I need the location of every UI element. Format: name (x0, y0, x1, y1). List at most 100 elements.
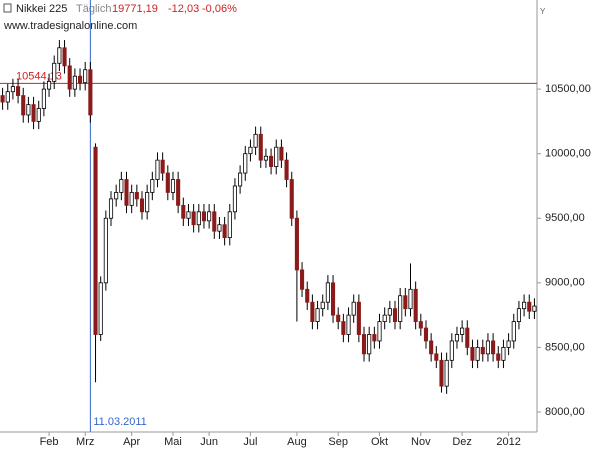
candle-body (439, 359, 444, 387)
x-tick-label: Jul (243, 436, 257, 448)
candle-body (165, 172, 170, 193)
reference-label: 10544,13 (16, 70, 62, 82)
candle-body (232, 185, 237, 213)
candle-body (238, 172, 243, 187)
candle-body (491, 340, 496, 355)
candle-body (212, 211, 217, 232)
candle-body (470, 347, 475, 361)
candle-body (465, 327, 470, 348)
x-tick-label: Okt (371, 436, 388, 448)
candle-body (248, 146, 253, 155)
candle-body (361, 334, 367, 355)
x-tick-label: Jun (200, 436, 218, 448)
candle-body (315, 308, 320, 322)
chart-title: Nikkei 225 (16, 3, 67, 15)
candle-body (52, 62, 57, 82)
candle-body (0, 95, 5, 103)
candle-body (532, 305, 537, 312)
candle-body (423, 327, 429, 342)
candle-body (83, 69, 88, 84)
candle-body (289, 179, 294, 219)
quote-change-pct: -0,06% (202, 3, 237, 15)
candle-body (485, 340, 490, 355)
quote-last: 19771,19 (112, 3, 158, 15)
x-tick-label: Aug (287, 436, 307, 448)
candle-body (170, 179, 176, 193)
candle-body (176, 179, 181, 206)
candle-body (434, 353, 439, 361)
candle-body (300, 269, 305, 290)
chart-subtitle: Täglich (76, 3, 111, 15)
candle-body (330, 282, 336, 316)
x-tick-label: Dez (452, 436, 472, 448)
candle-body (217, 224, 222, 232)
candle-body (382, 314, 387, 322)
candle-body (294, 217, 299, 271)
candle-body (351, 301, 356, 316)
candle-body (181, 204, 186, 219)
x-tick-label: Feb (40, 436, 59, 448)
x-tick-label: Mai (164, 436, 182, 448)
candle-body (336, 314, 341, 322)
candle-body (145, 192, 150, 213)
candle-body (93, 146, 98, 335)
x-tick-label: Sep (328, 436, 348, 448)
candle-body (16, 86, 21, 96)
candle-body (186, 211, 191, 219)
candle-body (253, 133, 258, 148)
candle-body (480, 347, 485, 355)
candle-body (222, 224, 227, 239)
candle-body (418, 321, 423, 329)
candle-body (320, 301, 325, 310)
candle-body (41, 88, 46, 109)
candle-body (207, 211, 212, 222)
candle-body (129, 192, 134, 206)
candle-body (150, 179, 155, 193)
candle-body (191, 211, 196, 226)
y-tick-label: 10000,00 (545, 148, 591, 160)
candle-body (408, 288, 413, 310)
candle-body (454, 334, 460, 342)
candle-body (387, 308, 392, 316)
candle-body (506, 340, 511, 348)
candle-body (67, 65, 72, 90)
candle-body (460, 327, 465, 335)
candle-body (501, 347, 506, 361)
y-tick-label: 8500,00 (545, 341, 585, 353)
candle-body (108, 198, 114, 219)
candle-body (346, 314, 351, 335)
quote-change: -12,03 (168, 3, 199, 15)
candle-body (444, 359, 449, 387)
candle-body (305, 288, 310, 303)
candle-body (527, 301, 532, 312)
candle-body (475, 347, 480, 361)
candle-body (413, 288, 418, 322)
candle-body (196, 211, 201, 226)
candle-body (31, 104, 36, 122)
candle-body (134, 192, 139, 200)
candle-body (98, 282, 103, 335)
candle-body (377, 321, 382, 342)
candle-body (367, 334, 372, 355)
candle-body (10, 86, 15, 93)
candle-body (398, 295, 403, 322)
candle-body (496, 353, 501, 361)
x-tick-label: Nov (411, 436, 431, 448)
candle-body (356, 301, 361, 335)
candle-body (103, 217, 108, 284)
y-tick-label: 10500,00 (545, 83, 591, 95)
candle-body (274, 146, 279, 168)
candle-body (155, 159, 160, 180)
candle-body (47, 80, 52, 90)
x-tick-label: Apr (123, 436, 140, 448)
source: www.tradesignalonline.com (3, 20, 137, 32)
candle-body (243, 153, 248, 174)
candle-body (403, 295, 408, 310)
candle-body (62, 47, 67, 67)
candle-body (77, 75, 83, 84)
candle-body (263, 155, 268, 161)
candle-body (372, 334, 377, 342)
candle-body (310, 301, 315, 322)
candle-body (516, 308, 521, 322)
candle-body (325, 282, 330, 303)
